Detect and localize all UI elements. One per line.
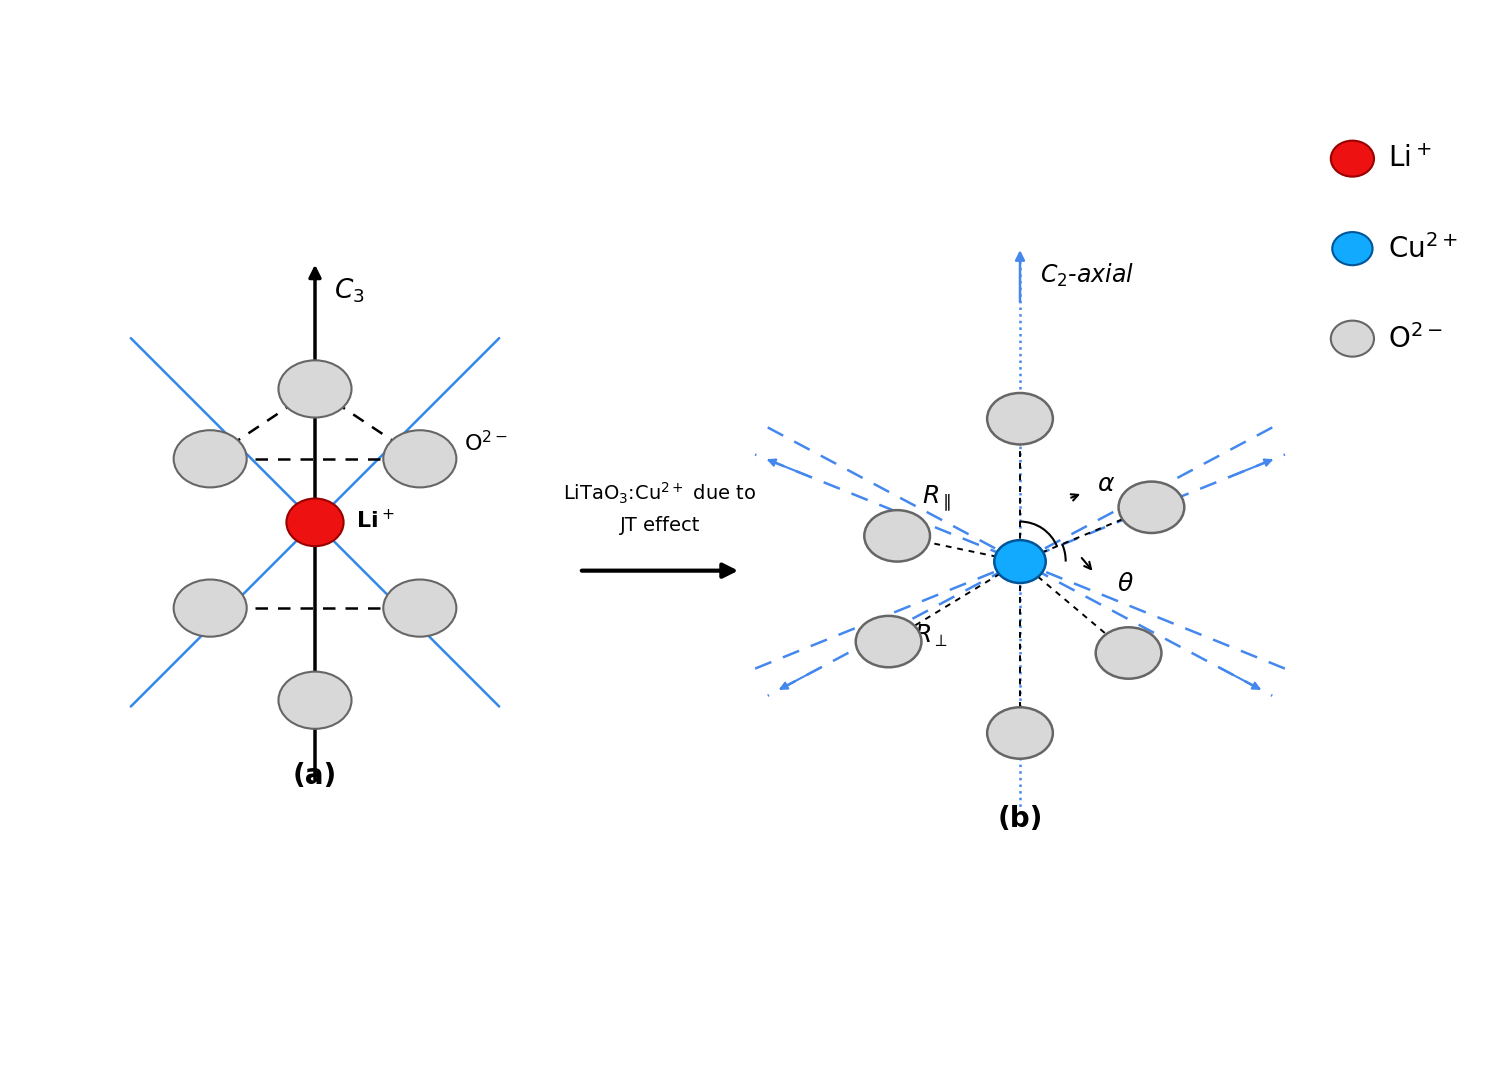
Ellipse shape xyxy=(1330,321,1374,357)
Text: $C_3$: $C_3$ xyxy=(334,276,364,305)
Text: O$^{2-}$: O$^{2-}$ xyxy=(1389,324,1443,354)
Text: Li$^+$: Li$^+$ xyxy=(357,510,395,532)
Ellipse shape xyxy=(864,511,930,562)
Ellipse shape xyxy=(987,393,1053,445)
Ellipse shape xyxy=(1330,141,1374,177)
Text: LiTaO$_3$:Cu$^{2+}$ due to: LiTaO$_3$:Cu$^{2+}$ due to xyxy=(564,481,756,506)
Text: (a): (a) xyxy=(292,762,338,791)
Ellipse shape xyxy=(1095,627,1161,679)
Text: $R_{\parallel}$: $R_{\parallel}$ xyxy=(922,484,951,514)
Ellipse shape xyxy=(855,616,921,667)
Text: $R_{\perp}$: $R_{\perp}$ xyxy=(914,623,948,649)
Ellipse shape xyxy=(1332,232,1372,265)
Text: (b): (b) xyxy=(998,805,1042,833)
Ellipse shape xyxy=(384,431,456,487)
Text: Li$^+$: Li$^+$ xyxy=(1389,145,1432,173)
Text: JT effect: JT effect xyxy=(620,516,701,535)
Ellipse shape xyxy=(279,360,351,418)
Text: $\theta$: $\theta$ xyxy=(1118,572,1134,597)
Ellipse shape xyxy=(174,431,246,487)
Ellipse shape xyxy=(286,499,344,546)
Ellipse shape xyxy=(279,672,351,729)
Ellipse shape xyxy=(994,540,1045,583)
Ellipse shape xyxy=(384,580,456,636)
Ellipse shape xyxy=(1119,482,1185,533)
Text: O$^{2-}$: O$^{2-}$ xyxy=(465,431,509,455)
Ellipse shape xyxy=(174,580,246,636)
Ellipse shape xyxy=(987,707,1053,759)
Text: $C_2$-axial: $C_2$-axial xyxy=(1040,262,1134,290)
Text: Cu$^{2+}$: Cu$^{2+}$ xyxy=(1389,233,1458,263)
Text: $\alpha$: $\alpha$ xyxy=(1096,472,1116,497)
